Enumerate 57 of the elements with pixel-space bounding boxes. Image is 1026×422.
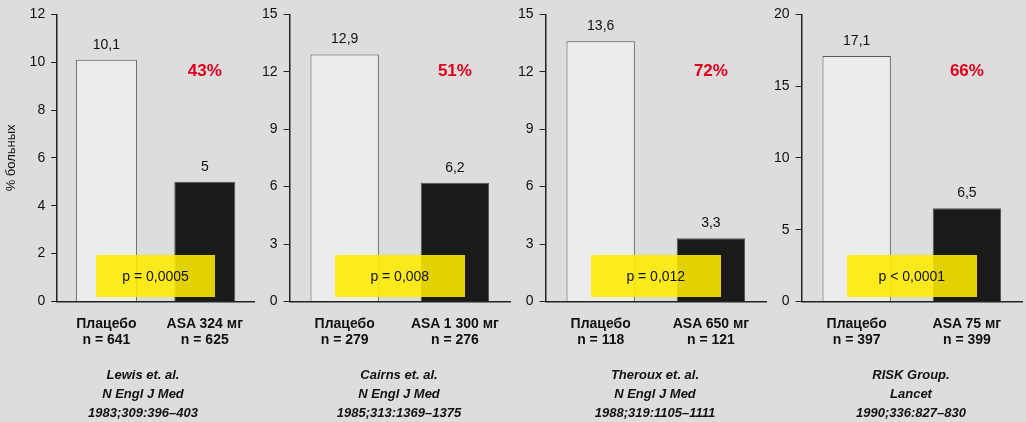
y-tick-label: 6 [525,177,534,194]
y-tick-label: 0 [781,292,790,309]
y-axis-title: % больных [3,123,19,192]
y-tick-label: 5 [781,220,790,237]
text: Lewis et. al. N Engl J Med 1983;309:396–403 [87,366,199,422]
data-label: 6,2 [445,158,465,175]
annotation: 43% [187,61,222,81]
data-label: 3,3 [701,214,721,231]
data-label: 6,5 [957,183,977,200]
x-tick-label: ASA 324 мг n = 625 [166,314,244,348]
y-tick-label: 9 [525,120,534,137]
highlight-box: p = 0,008 [334,255,465,298]
y-tick-label: 4 [37,196,46,213]
annotation: p < 0,0001 [878,268,946,285]
y-tick-label: 0 [37,292,46,309]
data-label: 10,1 [92,35,121,52]
data-label: 17,1 [843,31,871,48]
y-tick-label: 3 [269,234,278,251]
y-tick-label: 15 [517,5,534,22]
text: Cairns et. al. N Engl J Med 1985;313:1369–1375 [335,366,463,422]
y-tick-label: 3 [525,234,534,251]
text: Theroux et. al. N Engl J Med 1988;319:1105–1111 [593,366,717,422]
annotation: p = 0,0005 [122,268,189,285]
highlight-box: p = 0,0005 [96,255,215,298]
y-tick-label: 12 [517,62,534,79]
y-tick-label: 12 [29,5,46,22]
x-tick-label: Плацебо n = 397 [826,314,887,348]
annotation: 66% [949,61,984,81]
y-tick-label: 20 [773,5,790,22]
y-tick-label: 0 [525,292,534,309]
x-tick-label: ASA 650 мг n = 121 [672,314,750,348]
y-tick-label: 6 [269,177,278,194]
x-tick-label: Плацебо n = 641 [76,314,137,348]
annotation: 72% [693,61,728,81]
y-tick-label: 12 [261,62,278,79]
y-tick-label: 9 [269,120,278,137]
x-tick-label: ASA 75 мг n = 399 [932,314,1002,348]
y-tick-label: 15 [261,5,278,22]
data-label: 13,6 [587,17,615,34]
y-tick-label: 10 [773,148,790,165]
x-tick-label: ASA 1 300 мг n = 276 [410,314,500,348]
highlight-box: p < 0,0001 [846,255,977,298]
x-tick-label: Плацебо n = 118 [570,314,631,348]
y-tick-label: 6 [37,148,46,165]
annotation: 51% [437,61,472,81]
y-tick-label: 8 [37,100,46,117]
data-label: 5 [200,157,209,174]
data-label: 12,9 [331,30,359,47]
x-tick-label: Плацебо n = 279 [314,314,375,348]
y-tick-label: 0 [269,292,278,309]
annotation: p = 0,008 [370,268,430,285]
y-tick-label: 15 [773,77,790,94]
y-tick-label: 2 [37,244,46,261]
highlight-box: p = 0,012 [590,255,721,298]
text: RISK Group. Lancet 1990;336:827–830 [855,366,967,422]
annotation: p = 0,012 [626,268,686,285]
y-tick-label: 10 [29,53,46,70]
